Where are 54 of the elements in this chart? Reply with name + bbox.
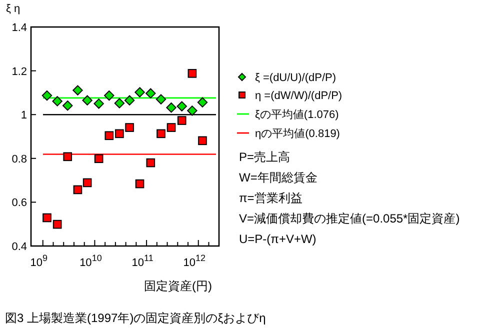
point	[42, 90, 52, 101]
text: P=売上高	[239, 150, 290, 164]
legend-label: ξ =(dU/U)/(dP/P)	[255, 72, 336, 84]
point	[104, 131, 114, 140]
y-tick-label: 0.4	[12, 241, 27, 253]
point	[62, 100, 73, 111]
point	[176, 101, 187, 112]
point	[73, 185, 82, 194]
y-tick-label: 1.2	[12, 66, 27, 78]
point	[125, 123, 134, 132]
text: V=減価償却費の推定値(=0.055*固定資産)	[239, 212, 460, 226]
point	[72, 85, 83, 96]
point	[198, 136, 207, 146]
point	[187, 106, 198, 116]
point	[104, 90, 114, 101]
x-axis-title: 固定資産(円)	[144, 279, 212, 293]
point	[146, 88, 156, 98]
x-tick-label: 10$^{10}$	[80, 253, 102, 269]
text: U=P-(π+V+W)	[239, 232, 316, 246]
point	[115, 129, 124, 138]
caption: 図3 上場製造業(1997年)の固定資産別のξおよびη	[5, 311, 266, 325]
point	[114, 98, 125, 108]
point	[42, 213, 52, 222]
point	[197, 97, 208, 108]
y-tick-label: 0.8	[12, 153, 27, 166]
y-tick-label: 1.4	[12, 22, 27, 34]
point	[146, 158, 156, 168]
legend-label: ηの平均値(0.819)	[255, 128, 340, 140]
point	[177, 116, 186, 125]
point	[156, 129, 166, 138]
x-tick-label: 10$^{11}$	[132, 253, 154, 269]
y-axis-title: ξ η	[6, 3, 20, 15]
y-tick-label: 0.6	[12, 197, 27, 210]
legend-label: η =(dW/W)/(dP/P)	[255, 90, 342, 102]
point	[135, 179, 144, 188]
x-tick-label: 10$^{9}$	[30, 253, 48, 269]
point	[52, 220, 62, 229]
text: π=営業利益	[239, 191, 302, 205]
point	[166, 102, 176, 113]
point	[82, 178, 92, 188]
legend-label: ξの平均値(1.076)	[255, 109, 339, 121]
point	[82, 95, 92, 106]
x-tick-label: 10$^{12}$	[183, 253, 206, 269]
point	[166, 123, 176, 132]
point	[188, 69, 197, 78]
point	[94, 98, 104, 109]
point	[134, 87, 145, 98]
y-tick-label: 1	[20, 110, 27, 122]
text: W=年間総賃金	[239, 170, 318, 184]
point	[94, 154, 104, 164]
point	[63, 152, 72, 162]
point	[124, 95, 135, 106]
point	[52, 96, 62, 106]
point	[156, 94, 166, 104]
